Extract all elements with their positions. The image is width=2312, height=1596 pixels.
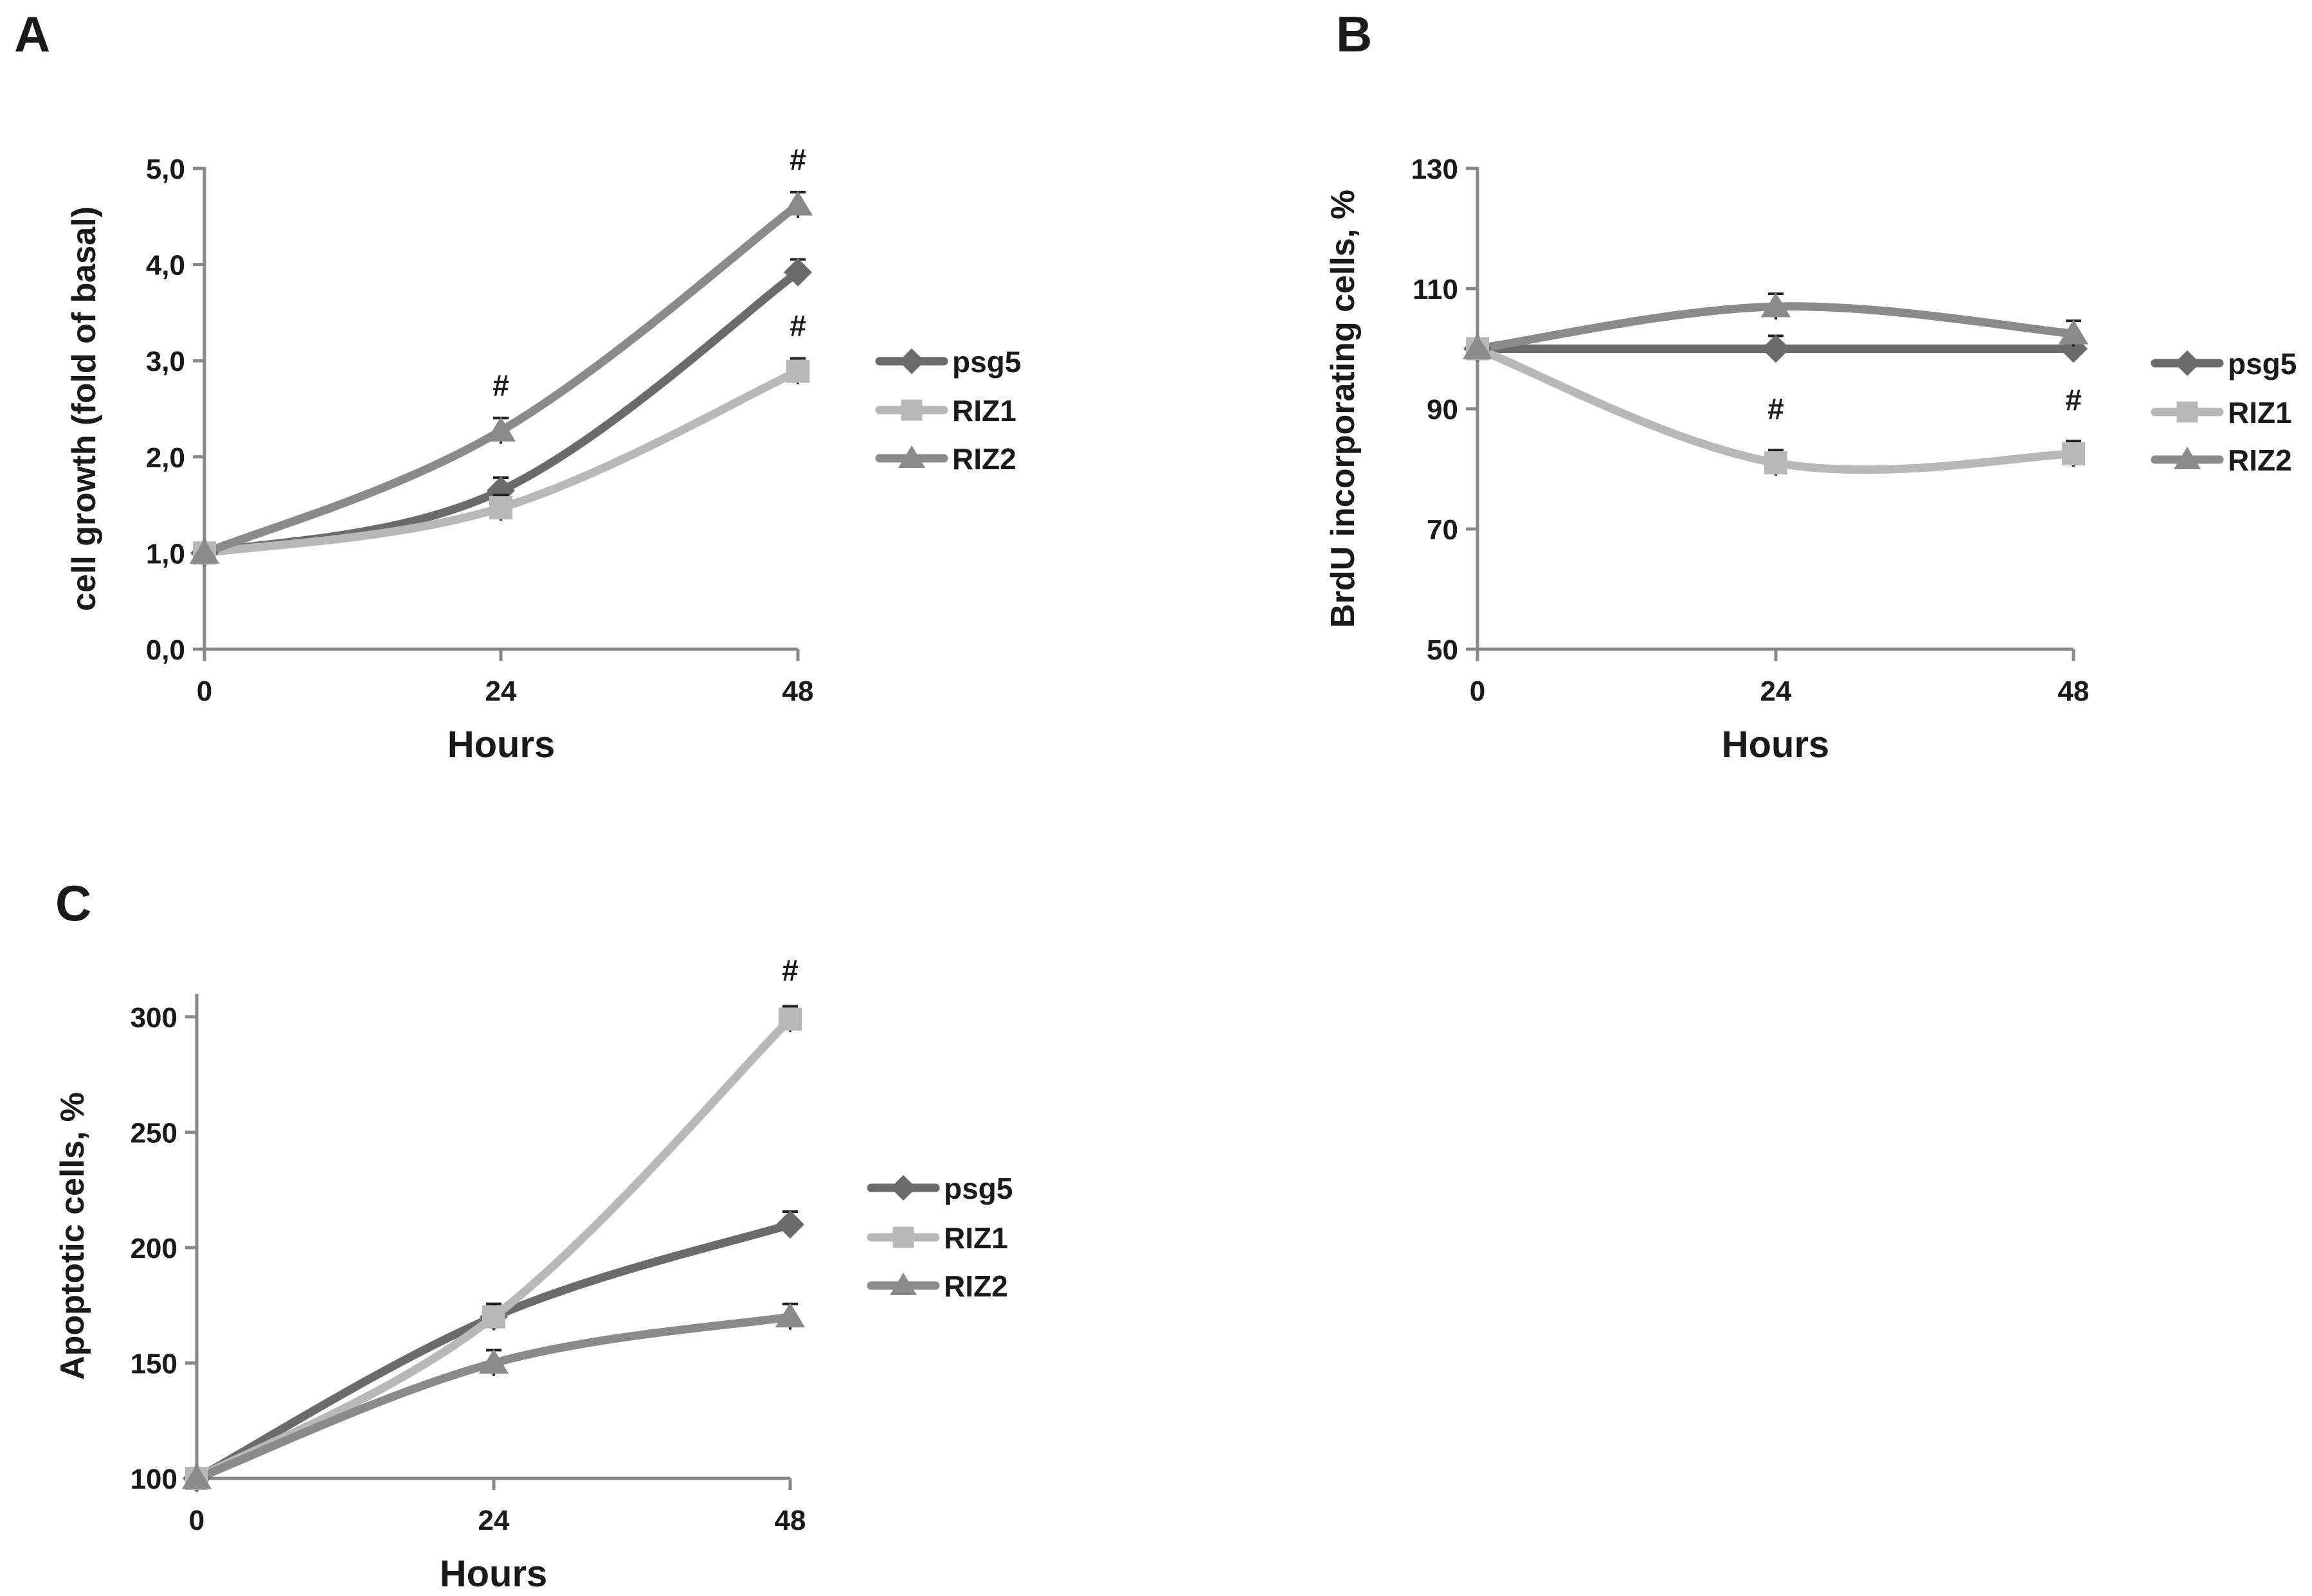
x-axis-title: Hours xyxy=(440,1553,548,1595)
y-tick-label: 5,0 xyxy=(146,154,185,185)
data-point-riz1 xyxy=(2061,442,2086,466)
y-tick-label: 2,0 xyxy=(146,442,185,474)
legend-marker-riz1 xyxy=(901,399,923,421)
legend-marker-riz2 xyxy=(2174,447,2201,469)
legend-label-psg5: psg5 xyxy=(952,345,1021,379)
panel-label-b: B xyxy=(1336,6,1372,62)
x-axis-title: Hours xyxy=(447,724,555,766)
data-point-riz1 xyxy=(489,496,513,520)
x-tick-label: 48 xyxy=(775,1505,806,1536)
x-tick-label: 24 xyxy=(485,676,517,707)
legend-marker-riz1 xyxy=(892,1226,914,1248)
data-point-psg5 xyxy=(776,1210,804,1239)
significance-marker: # xyxy=(2065,383,2082,417)
legend-marker-psg5 xyxy=(899,348,925,374)
panel-label-a: A xyxy=(14,6,50,62)
legend-marker-riz2 xyxy=(890,1273,917,1295)
legend-marker-psg5 xyxy=(890,1175,916,1201)
x-tick-label: 48 xyxy=(2058,676,2090,707)
legend-label-riz2: RIZ2 xyxy=(952,442,1016,476)
panel-c: C 100 150 200 250 300 0 24 48 Hours Apoptotic cel… xyxy=(54,875,1013,1595)
data-point-riz2 xyxy=(2058,319,2089,345)
x-tick-label: 48 xyxy=(782,676,814,707)
data-point-riz2 xyxy=(1462,334,1493,359)
legend-marker-psg5 xyxy=(2174,350,2200,376)
panel-label-c: C xyxy=(55,875,91,931)
data-point-riz2 xyxy=(1760,292,1791,318)
data-point-riz1 xyxy=(778,1007,802,1031)
y-tick-label: 130 xyxy=(1411,154,1458,185)
significance-marker: # xyxy=(492,368,509,402)
x-tick-label: 0 xyxy=(1470,676,1485,707)
legend-label-riz2: RIZ2 xyxy=(2228,444,2292,477)
y-tick-label: 90 xyxy=(1427,394,1458,426)
legend-marker-riz2 xyxy=(898,445,925,468)
y-tick-label: 0,0 xyxy=(146,634,185,666)
y-tick-label: 70 xyxy=(1427,514,1458,546)
data-point-riz2 xyxy=(181,1464,212,1489)
legend-label-psg5: psg5 xyxy=(944,1172,1013,1205)
y-axis-title: BrdU incorporating cells, % xyxy=(1324,190,1362,628)
x-tick-label: 24 xyxy=(1760,676,1792,707)
legend-label-riz1: RIZ1 xyxy=(952,394,1016,427)
legend-label-riz1: RIZ1 xyxy=(944,1221,1008,1255)
legend-label-psg5: psg5 xyxy=(2228,347,2297,381)
significance-marker: # xyxy=(782,953,799,987)
y-tick-label: 50 xyxy=(1427,634,1458,666)
legend-label-riz2: RIZ2 xyxy=(944,1269,1008,1303)
y-tick-label: 150 xyxy=(131,1348,177,1379)
y-tick-label: 250 xyxy=(131,1117,177,1149)
y-tick-label: 1,0 xyxy=(146,538,185,569)
y-tick-label: 200 xyxy=(131,1233,177,1264)
data-point-riz2 xyxy=(485,417,516,442)
y-tick-label: 3,0 xyxy=(146,346,185,377)
x-tick-label: 0 xyxy=(189,1505,204,1536)
significance-marker: # xyxy=(790,143,806,176)
y-axis-title: cell growth (fold of basal) xyxy=(66,206,103,611)
legend-marker-riz1 xyxy=(2176,401,2198,423)
data-point-riz1 xyxy=(1764,451,1788,475)
x-axis-title: Hours xyxy=(1722,724,1830,766)
data-point-psg5 xyxy=(1762,334,1790,363)
data-point-riz1 xyxy=(786,359,810,383)
significance-marker: # xyxy=(1767,392,1784,426)
y-tick-label: 110 xyxy=(1413,274,1458,305)
panel-b: B 50 70 90 110 130 0 24 48 Hours BrdU incorporati… xyxy=(1324,6,2297,766)
data-point-riz2 xyxy=(775,1302,806,1328)
panel-a: A 0,0 1,0 2,0 3,0 4,0 5,0 0 24 48 Hours cell growt… xyxy=(14,6,1021,766)
data-point-riz2 xyxy=(478,1349,509,1374)
series-line-riz2 xyxy=(192,1313,795,1483)
y-axis-title: Apoptotic cells, % xyxy=(54,1092,91,1380)
data-point-riz1 xyxy=(482,1305,506,1329)
y-tick-label: 100 xyxy=(131,1464,177,1495)
x-tick-label: 24 xyxy=(478,1505,510,1536)
data-point-riz2 xyxy=(189,539,220,564)
legend-label-riz1: RIZ1 xyxy=(2228,396,2292,429)
y-tick-label: 300 xyxy=(131,1002,177,1034)
data-point-psg5 xyxy=(784,258,812,287)
x-tick-label: 0 xyxy=(197,676,212,707)
significance-marker: # xyxy=(790,309,806,343)
y-tick-label: 4,0 xyxy=(146,250,185,282)
data-point-riz2 xyxy=(782,190,813,216)
